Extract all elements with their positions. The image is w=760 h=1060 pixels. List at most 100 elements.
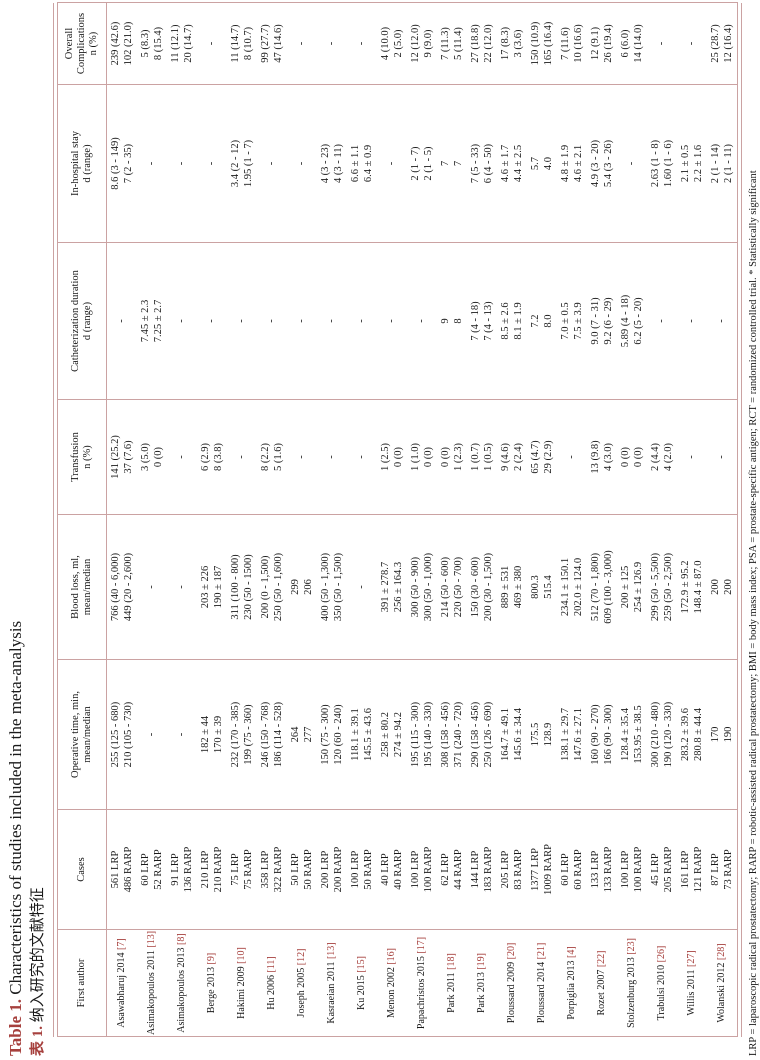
table-cell-transfusion: 1 (1.0) 0 (0)	[407, 399, 437, 515]
table-row: Park 2011 [18] 62 LRP 44 RARP 308 (158 - 45…	[437, 2, 467, 1037]
table-cell-operative-time: 128.4 ± 35.4 153.95 ± 38.5	[617, 659, 647, 810]
table-cell-cases: 358 LRP 322 RARP	[257, 809, 287, 930]
table-cell-blood-loss: 391 ± 278.7 256 ± 164.3	[377, 514, 407, 660]
table-cell-cases: 45 LRP 205 RARP	[647, 809, 677, 930]
author-name: Berge 2013	[206, 964, 218, 1014]
table-cell-complications: 239 (42.6) 102 (21.0)	[106, 2, 137, 85]
table-cell-hospital-stay: 2 (1 - 7) 2 (1 - 5)	[407, 84, 437, 243]
table-cell-operative-time: 258 ± 80.2 274 ± 94.2	[377, 659, 407, 810]
table-cell-hospital-stay: 7 (5 - 33) 6 (4 - 50)	[467, 84, 497, 243]
table-cell-transfusion: 13 (9.8) 4 (3.0)	[587, 399, 617, 515]
table-row: Rozet 2007 [22] 133 LRP 133 RARP 160 (90 - …	[587, 2, 617, 1037]
table-cell-hospital-stay: 4.9 (3 - 20) 5.4 (3 - 26)	[587, 84, 617, 243]
table-row: Berge 2013 [9] 210 LRP 210 RARP 182 ± 44 170…	[197, 2, 227, 1037]
table-cell-complications: 4 (10.0) 2 (5.0)	[377, 2, 407, 85]
table-cell-hospital-stay: -	[257, 84, 287, 243]
citation-ref: [15]	[356, 956, 368, 973]
citation-ref: [26]	[656, 945, 668, 963]
table-cell-transfusion: -	[557, 399, 587, 515]
author-name: Kasraeian 2011	[326, 959, 338, 1024]
table-row: Stolzenburg 2013 [23] 100 LRP 100 RARP 128.…	[617, 2, 647, 1037]
table-cell-cases: 1377 LRP 1009 RARP	[527, 809, 557, 930]
table-cell-hospital-stay: 8.6 (3 - 149) 7 (2 - 35)	[106, 84, 137, 243]
col-header-catheterization: Catheterization duration d (range)	[57, 242, 107, 400]
author-cell: Asawabharuj 2014 [7]	[107, 930, 138, 1037]
caption-text-zh: 纳入研究的文献特征	[30, 887, 46, 1026]
table-row: Asimakopoulos 2011 [13] 60 LRP 52 RARP - -3 …	[137, 2, 167, 1037]
col-header-hospital-stay: In-hospital stay d (range)	[57, 84, 107, 243]
table-cell-blood-loss: 200 (0 - 1,500) 250 (50 - 1,600)	[257, 514, 287, 660]
citation-ref: [28]	[716, 943, 728, 961]
col-header-transfusion: Transfusion n (%)	[57, 399, 107, 515]
table-caption: Table 1. Characteristics of studies incl…	[6, 0, 47, 1056]
citation-ref: [12]	[296, 948, 308, 966]
table-cell-cases: 210 LRP 210 RARP	[197, 809, 227, 930]
table-cell-hospital-stay: 6.6 ± 1.1 6.4 ± 0.9	[347, 84, 377, 243]
table-footnote: LRP = laparoscopic radical prostatectomy…	[748, 170, 759, 1056]
table-cell-hospital-stay: -	[167, 84, 197, 243]
table-row: Ku 2015 [15] 100 LRP 50 RARP 118.1 ± 39.1 14…	[347, 2, 377, 1037]
table-cell-cases: 100 LRP 100 RARP	[617, 809, 647, 930]
author-name: Hakimi 2009	[236, 963, 248, 1019]
citation-ref: [27]	[686, 950, 698, 967]
author-cell: Wolanski 2012 [28]	[707, 930, 738, 1037]
table-cell-complications: 5 (8.3) 8 (15.4)	[137, 2, 167, 85]
author-cell: Ploussard 2009 [20]	[497, 930, 527, 1037]
table-cell-cases: 161 LRP 121 RARP	[677, 809, 707, 930]
table-cell-catheterization: -	[707, 242, 738, 400]
table-cell-complications: 11 (14.7) 8 (10.7)	[227, 2, 257, 85]
author-cell: Berge 2013 [9]	[197, 930, 227, 1037]
table-cell-complications: 11 (12.1) 20 (14.7)	[167, 2, 197, 85]
citation-ref: [8]	[176, 933, 188, 945]
table-cell-cases: 50 LRP 50 RARP	[287, 809, 317, 930]
author-name: Joseph 2005	[296, 965, 308, 1018]
col-header-complications: Overall Complications n (%)	[57, 2, 107, 85]
citation-ref: [21]	[536, 942, 548, 960]
table-cell-blood-loss: 214 (50 - 600) 220 (50 - 700)	[437, 514, 467, 660]
table-cell-complications: 99 (27.7) 47 (14.6)	[257, 2, 287, 85]
table-cell-operative-time: 160 (90 - 270) 166 (90 - 300)	[587, 659, 617, 810]
citation-ref: [17]	[416, 936, 428, 954]
table-cell-operative-time: 164.7 ± 49.1 145.6 ± 34.4	[497, 659, 527, 810]
caption-english: Table 1. Characteristics of studies incl…	[6, 0, 26, 1056]
table-cell-transfusion: 6 (2.9) 8 (3.8)	[197, 399, 227, 515]
table-cell-catheterization: -	[197, 242, 227, 400]
table-cell-cases: 60 LRP 60 RARP	[557, 809, 587, 930]
table-row: Trabulsi 2010 [26] 45 LRP 205 RARP 300 (210…	[647, 2, 677, 1037]
author-cell: Asimakopoulos 2013 [8]	[167, 930, 197, 1037]
table-cell-complications: -	[197, 2, 227, 85]
table-cell-complications: 150 (10.9) 165 (16.4)	[527, 2, 557, 85]
table-cell-complications: -	[317, 2, 347, 85]
author-cell: Park 2013 [19]	[467, 930, 497, 1037]
table-cell-catheterization: -	[677, 242, 707, 400]
author-name: Asawabharuj 2014	[116, 949, 128, 1028]
table-cell-blood-loss: 400 (50 - 1,300) 350 (50 - 1,500)	[317, 514, 347, 660]
table-cell-operative-time: 283.2 ± 39.6 280.8 ± 44.4	[677, 659, 707, 810]
table-cell-blood-loss: 889 ± 531 469 ± 380	[497, 514, 527, 660]
table-cell-catheterization: 7.0 ± 0.5 7.5 ± 3.9	[557, 242, 587, 400]
table-cell-blood-loss: 172.9 ± 95.2 148.4 ± 87.0	[677, 514, 707, 660]
table-cell-catheterization: -	[227, 242, 257, 400]
citation-ref: [18]	[446, 953, 458, 970]
citation-ref: [22]	[596, 950, 608, 968]
studies-table: First author Cases Operative time, min, m…	[57, 2, 738, 1037]
caption-chinese: 表 1. 纳入研究的文献特征	[29, 0, 47, 1056]
table-cell-transfusion: 8 (2.2) 5 (1.6)	[257, 399, 287, 515]
author-name: Park 2011	[446, 969, 458, 1013]
author-cell: Hakimi 2009 [10]	[227, 930, 257, 1037]
table-row: Willis 2011 [27] 161 LRP 121 RARP 283.2 ± 3…	[677, 2, 707, 1037]
table-cell-hospital-stay: -	[617, 84, 647, 243]
table-header-row: First author Cases Operative time, min, m…	[57, 2, 107, 1037]
table-row: Hakimi 2009 [10] 75 LRP 75 RARP 232 (170 - …	[227, 2, 257, 1037]
table-cell-operative-time: 182 ± 44 170 ± 39	[197, 659, 227, 810]
author-name: Willis 2011	[686, 967, 698, 1016]
citation-ref: [13]	[326, 942, 338, 960]
citation-ref: [11]	[266, 956, 278, 973]
citation-ref: [10]	[236, 947, 248, 964]
table-cell-complications: 7 (11.6) 10 (16.6)	[557, 2, 587, 85]
table-cell-complications: -	[647, 2, 677, 85]
author-name: Ploussard 2009	[506, 959, 518, 1024]
